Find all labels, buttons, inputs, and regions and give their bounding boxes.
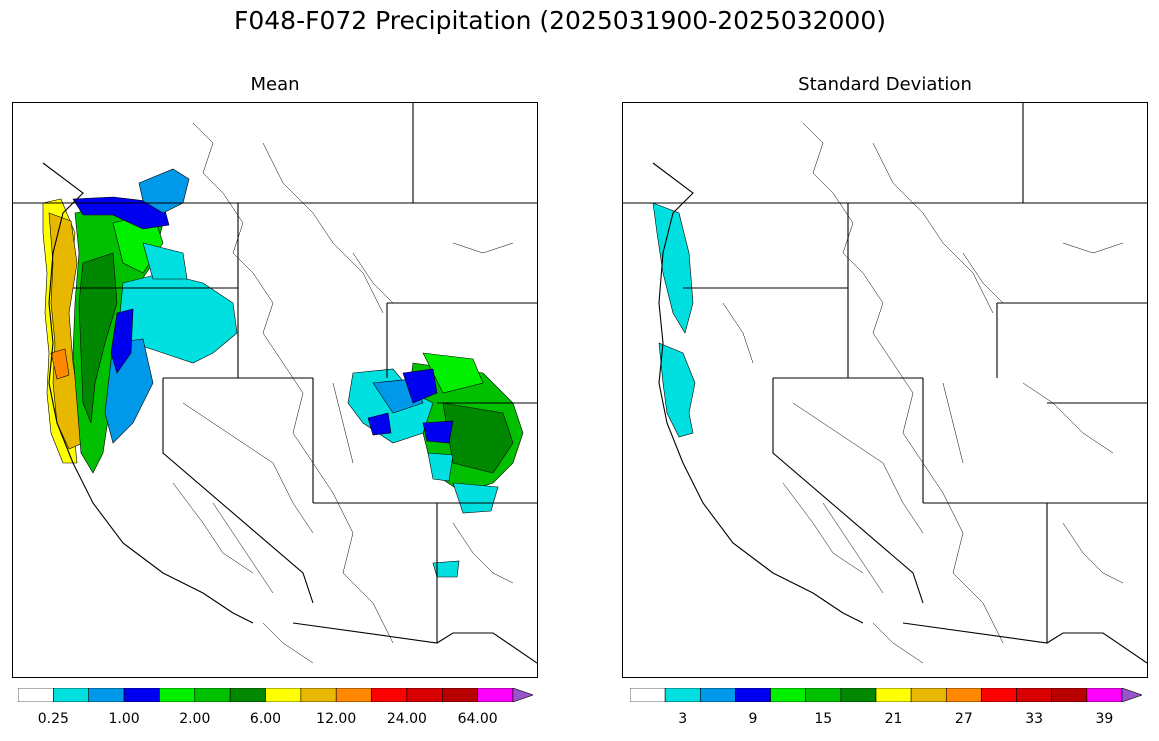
mean-colorbar-segment bbox=[53, 688, 90, 702]
mean-colorbar-segment bbox=[123, 688, 160, 702]
mean-colorbar-segment bbox=[512, 688, 533, 702]
sd-colorbar-segment bbox=[1016, 688, 1053, 702]
sd-colorbar-label: 3 bbox=[678, 711, 688, 727]
mean-colorbar bbox=[18, 688, 533, 702]
mean-precip-fill bbox=[42, 168, 524, 578]
mean-colorbar-label: 6.00 bbox=[249, 711, 282, 727]
sd-colorbar-label: 21 bbox=[884, 711, 903, 727]
sd-colorbar-segment bbox=[840, 688, 877, 702]
sd-colorbar-segment bbox=[981, 688, 1017, 702]
mean-colorbar-segment bbox=[371, 688, 408, 702]
mean-colorbar-segment bbox=[194, 688, 231, 702]
sd-colorbar-segment bbox=[1121, 688, 1142, 702]
sd-colorbar-segment bbox=[805, 688, 842, 702]
sd-colorbar-segment bbox=[735, 688, 771, 702]
mean-colorbar-segment bbox=[441, 688, 478, 702]
sd-colorbar-segment bbox=[770, 688, 807, 702]
mean-colorbar-label: 12.00 bbox=[316, 711, 357, 727]
mean-state-borders bbox=[13, 103, 537, 664]
sd-colorbar-label: 27 bbox=[954, 711, 973, 727]
mean-colorbar-label: 1.00 bbox=[108, 711, 140, 727]
mean-colorbar-segment bbox=[265, 688, 302, 702]
mean-watershed-lines bbox=[172, 122, 514, 664]
sd-colorbar-label: 9 bbox=[748, 711, 758, 727]
mean-colorbar-label: 2.00 bbox=[179, 711, 211, 727]
mean-panel-title: Mean bbox=[250, 74, 300, 95]
mean-colorbar-segment bbox=[229, 688, 266, 702]
mean-colorbar-label: 0.25 bbox=[37, 711, 69, 727]
sd-panel-title: Standard Deviation bbox=[798, 74, 972, 95]
sd-watershed-lines bbox=[722, 122, 1124, 664]
mean-colorbar-label: 24.00 bbox=[386, 711, 427, 727]
sd-colorbar-segment bbox=[910, 688, 947, 702]
sd-map[interactable] bbox=[622, 102, 1148, 678]
sd-precip-fill bbox=[652, 202, 696, 438]
sd-colorbar-segment bbox=[1086, 688, 1123, 702]
mean-colorbar-label: 64.00 bbox=[457, 711, 498, 727]
mean-colorbar-segment bbox=[477, 688, 514, 702]
mean-colorbar-segment bbox=[18, 688, 54, 702]
mean-colorbar-segment bbox=[88, 688, 125, 702]
sd-colorbar-label: 33 bbox=[1025, 711, 1044, 727]
sd-colorbar-label: 39 bbox=[1095, 711, 1114, 727]
sd-colorbar-segment bbox=[875, 688, 912, 702]
sd-colorbar-label: 15 bbox=[814, 711, 833, 727]
sd-colorbar-segment bbox=[945, 688, 982, 702]
sd-colorbar-segment bbox=[1051, 688, 1088, 702]
mean-colorbar-segment bbox=[159, 688, 196, 702]
sd-colorbar bbox=[630, 688, 1142, 702]
sd-colorbar-segment bbox=[630, 688, 666, 702]
mean-colorbar-segment bbox=[335, 688, 372, 702]
sd-state-borders bbox=[623, 103, 1147, 664]
mean-colorbar-segment bbox=[406, 688, 443, 702]
sd-colorbar-segment bbox=[664, 688, 701, 702]
figure-title: F048-F072 Precipitation (2025031900-2025… bbox=[233, 6, 886, 35]
mean-map[interactable] bbox=[12, 102, 538, 678]
mean-colorbar-segment bbox=[300, 688, 337, 702]
sd-colorbar-segment bbox=[699, 688, 736, 702]
